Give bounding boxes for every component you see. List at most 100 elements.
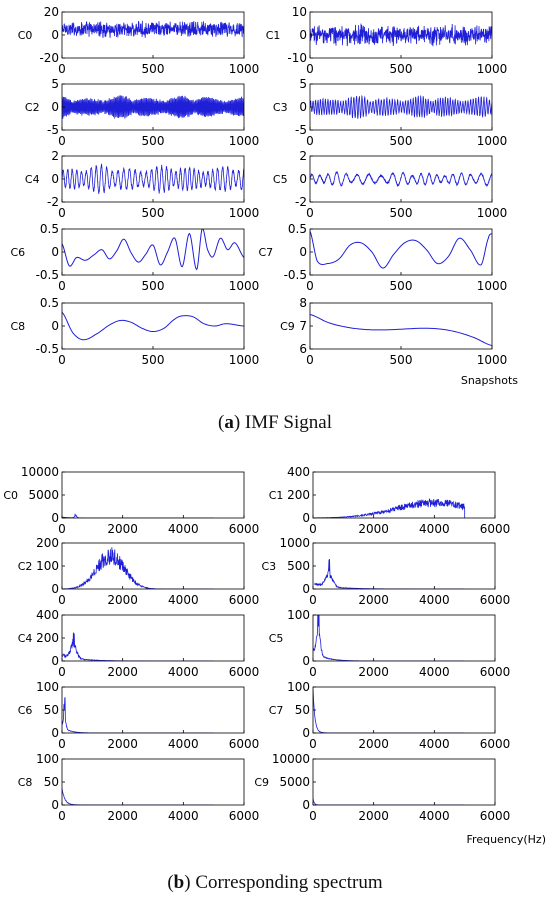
y-tick-label: 20 — [44, 5, 59, 19]
subplot-b-c3: 1000 500 00 2000 4000 6000 C3 — [262, 536, 511, 607]
x-axis-label-a: Snapshots — [461, 374, 518, 387]
series-name-label: C4 — [18, 632, 33, 645]
y-tick-label: 50 — [44, 703, 59, 717]
y-tick-label: 0 — [51, 726, 59, 740]
y-tick-label: 8 — [299, 296, 307, 310]
x-tick-label: 0 — [58, 522, 66, 536]
axes-frame — [61, 471, 245, 519]
y-tick-label: 0 — [302, 582, 310, 596]
y-tick-label: -5 — [295, 123, 307, 137]
x-tick-label: 1000 — [229, 206, 260, 220]
y-tick-label: 0 — [302, 654, 310, 668]
y-tick-label: 0 — [51, 28, 59, 42]
x-tick-label: 4000 — [168, 737, 199, 751]
y-tick-label: 10 — [292, 5, 307, 19]
y-tick-label: 0.5 — [40, 222, 59, 236]
y-tick-label: 5 — [299, 77, 307, 91]
axes-frame — [61, 686, 245, 734]
axes-frame — [312, 614, 496, 662]
x-tick-label: 1000 — [477, 62, 508, 76]
x-tick-label: 4000 — [419, 593, 450, 607]
x-tick-label: 1000 — [229, 279, 260, 293]
series-line-c2 — [62, 95, 244, 119]
x-tick-label: 4000 — [168, 809, 199, 823]
series-name-label: C7 — [259, 246, 274, 259]
x-tick-label: 0 — [58, 134, 66, 148]
series-line-c4 — [62, 163, 244, 194]
y-tick-label: 7 — [299, 319, 307, 333]
y-tick-label: 5000 — [28, 488, 59, 502]
y-tick-label: -0.5 — [36, 268, 59, 282]
x-tick-label: 0 — [309, 522, 317, 536]
x-tick-label: 0 — [309, 665, 317, 679]
x-tick-label: 0 — [58, 206, 66, 220]
y-tick-label: 0 — [302, 726, 310, 740]
x-tick-label: 500 — [390, 353, 413, 367]
y-tick-label: 100 — [287, 608, 310, 622]
y-tick-label: -2 — [295, 195, 307, 209]
series-line-c3 — [310, 94, 492, 119]
series-line-c0 — [62, 20, 244, 38]
y-tick-label: 0 — [299, 28, 307, 42]
y-tick-label: 0 — [51, 172, 59, 186]
x-tick-label: 6000 — [480, 593, 511, 607]
y-tick-label: 50 — [295, 703, 310, 717]
y-tick-label: 0.5 — [40, 296, 59, 310]
x-tick-label: 6000 — [229, 809, 260, 823]
series-name-label: C9 — [280, 320, 295, 333]
x-tick-label: 0 — [309, 809, 317, 823]
series-line-c9 — [313, 798, 465, 805]
y-tick-label: 500 — [287, 559, 310, 573]
y-tick-label: 0 — [299, 100, 307, 114]
x-tick-label: 500 — [390, 62, 413, 76]
x-tick-label: 6000 — [480, 522, 511, 536]
axes-frame — [312, 471, 496, 519]
x-tick-label: 0 — [306, 206, 314, 220]
series-name-label: C1 — [266, 29, 281, 42]
x-tick-label: 0 — [306, 134, 314, 148]
series-line-c6 — [62, 229, 244, 271]
x-tick-label: 500 — [390, 279, 413, 293]
y-tick-label: 0 — [302, 798, 310, 812]
axes-frame — [309, 155, 493, 203]
x-tick-label: 500 — [142, 206, 165, 220]
x-tick-label: 2000 — [107, 593, 138, 607]
subplot-b-c0: 10000 5000 00 2000 4000 6000 C0 — [3, 465, 259, 536]
series-name-label: C1 — [269, 489, 284, 502]
x-tick-label: 2000 — [358, 737, 389, 751]
x-tick-label: 4000 — [419, 809, 450, 823]
caption-a-label: a — [224, 412, 234, 433]
x-tick-label: 0 — [58, 665, 66, 679]
x-tick-label: 1000 — [229, 62, 260, 76]
axes-frame — [61, 758, 245, 806]
x-tick-label: 1000 — [477, 279, 508, 293]
y-tick-label: 0 — [51, 582, 59, 596]
y-tick-label: 0 — [51, 100, 59, 114]
x-tick-label: 0 — [58, 62, 66, 76]
series-name-label: C5 — [273, 173, 288, 186]
x-tick-label: 6000 — [229, 522, 260, 536]
series-name-label: C3 — [262, 560, 277, 573]
x-tick-label: 1000 — [477, 353, 508, 367]
axes-frame — [312, 758, 496, 806]
subplot-a-c9: 8 7 60 500 1000 C9 — [280, 296, 507, 367]
x-axis-label-b: Frequency(Hz) — [467, 833, 546, 846]
y-tick-label: 50 — [44, 775, 59, 789]
axes-frame — [309, 228, 493, 276]
series-name-label: C3 — [273, 101, 288, 114]
series-line-c6 — [62, 697, 214, 733]
y-tick-label: -20 — [39, 51, 59, 65]
x-tick-label: 2000 — [107, 522, 138, 536]
axes-frame — [309, 302, 493, 350]
x-tick-label: 2000 — [358, 522, 389, 536]
series-line-c7 — [313, 688, 465, 733]
x-tick-label: 0 — [306, 62, 314, 76]
subplot-b-c7: 100 50 00 2000 4000 6000 C7 — [269, 680, 511, 751]
y-tick-label: 100 — [36, 680, 59, 694]
